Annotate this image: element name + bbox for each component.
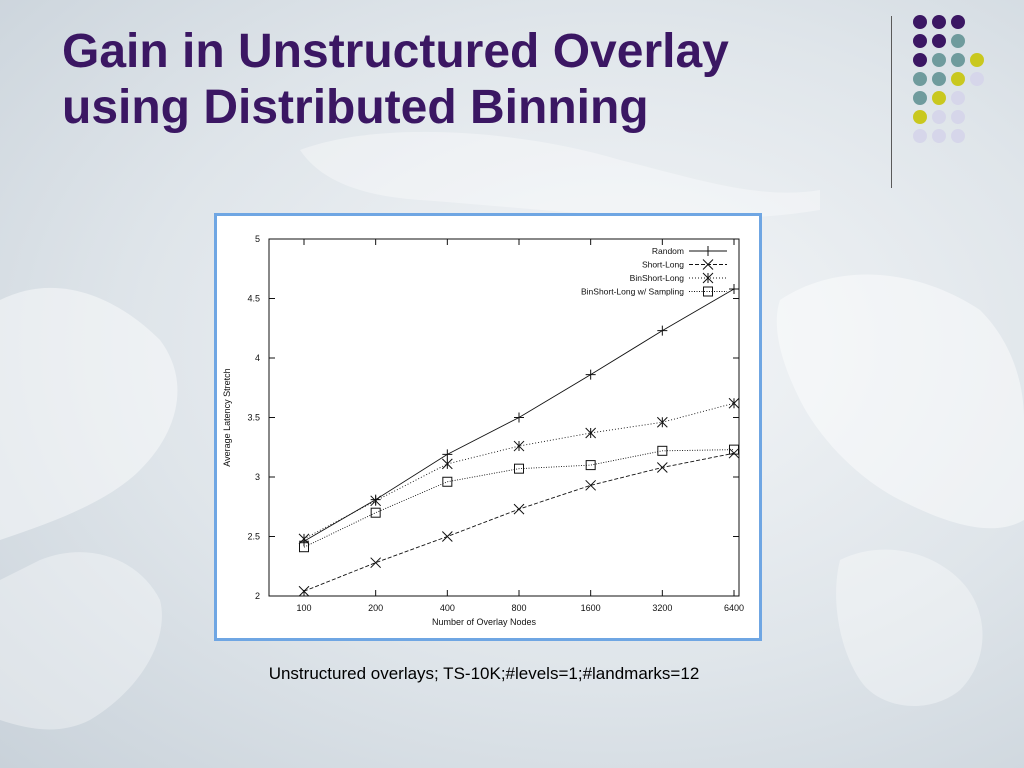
x-tick-label: 6400 — [724, 603, 744, 613]
y-tick-label: 3 — [255, 472, 260, 482]
decor-dot-teal — [913, 91, 927, 105]
legend-marker — [702, 272, 714, 284]
y-tick-label: 2 — [255, 591, 260, 601]
decor-dot-lavender — [951, 129, 965, 143]
y-axis-label: Average Latency Stretch — [222, 368, 232, 466]
data-point-short-long — [656, 462, 668, 473]
line-chart: 2 2.5 3 3.5 4 4.5 5 100 200 400 800 1600 3200 6400 Num… — [222, 234, 744, 627]
data-point-binshort-long — [585, 427, 597, 439]
x-tick-label: 3200 — [652, 603, 672, 613]
decor-dot-purple — [932, 15, 946, 29]
data-point-binshort-long-w-sampling — [370, 507, 381, 518]
legend-label: BinShort-Long — [630, 273, 685, 283]
decor-dot-teal — [932, 72, 946, 86]
data-point-binshort-long-w-sampling — [657, 445, 668, 456]
decor-dot-lavender — [951, 110, 965, 124]
data-point-binshort-long — [441, 458, 453, 470]
data-point-binshort-long-w-sampling — [514, 463, 524, 474]
data-point-random — [729, 283, 739, 294]
series-binshort-long — [298, 397, 740, 545]
slide-title-line-1: Gain in Unstructured Overlay — [62, 25, 729, 78]
decor-dot-lavender — [913, 129, 927, 143]
decor-dot-purple — [913, 53, 927, 67]
decor-dot-lavender — [932, 129, 946, 143]
legend-label: Random — [652, 246, 684, 256]
data-point-random — [442, 449, 453, 460]
data-point-binshort-long — [370, 495, 382, 507]
data-point-short-long — [298, 585, 310, 597]
series-line-short-long — [303, 452, 735, 592]
data-point-random — [657, 325, 668, 336]
decor-dot-purple — [932, 34, 946, 48]
y-tick-label: 3.5 — [247, 413, 260, 423]
data-point-short-long — [513, 503, 525, 515]
data-point-short-long — [441, 531, 453, 542]
decor-dot-purple — [913, 34, 927, 48]
x-tick-label: 200 — [368, 603, 383, 613]
data-point-binshort-long — [728, 397, 740, 409]
slide-title-line-2: using Distributed Binning — [62, 81, 649, 134]
y-tick-label: 2.5 — [247, 532, 260, 542]
decor-dot-yellow — [913, 110, 927, 124]
data-point-binshort-long-w-sampling — [299, 542, 309, 553]
decor-dot-yellow — [951, 72, 965, 86]
decor-dot-lavender — [951, 91, 965, 105]
data-point-short-long — [370, 557, 382, 569]
legend-marker — [703, 286, 713, 297]
x-tick-label: 100 — [296, 603, 311, 613]
decor-dot-purple — [913, 15, 927, 29]
data-point-binshort-long-w-sampling — [442, 476, 453, 487]
legend-marker — [702, 259, 714, 270]
y-tick-label: 4.5 — [247, 294, 260, 304]
decor-dot-yellow — [932, 91, 946, 105]
series-line-binshort-long — [303, 402, 735, 540]
y-tick-label: 4 — [255, 353, 260, 363]
decorative-dot-grid — [913, 15, 984, 143]
data-point-binshort-long-w-sampling — [729, 444, 739, 455]
data-point-random — [514, 412, 524, 423]
data-point-short-long — [585, 479, 597, 491]
x-tick-label: 400 — [440, 603, 455, 613]
slide-title: Gain in Unstructured Overlay using Distr… — [62, 24, 729, 136]
decor-dot-teal — [951, 53, 965, 67]
x-tick-label: 1600 — [581, 603, 601, 613]
decor-dot-yellow — [970, 53, 984, 67]
decor-dot-teal — [932, 53, 946, 67]
data-point-random — [585, 369, 596, 380]
decor-dot-purple — [951, 15, 965, 29]
chart-frame: 2 2.5 3 3.5 4 4.5 5 100 200 400 800 1600 3200 6400 Num… — [214, 213, 762, 641]
header-divider — [891, 16, 892, 188]
data-point-binshort-long-w-sampling — [585, 460, 596, 471]
decor-dot-teal — [951, 34, 965, 48]
legend-label: Short-Long — [642, 260, 684, 270]
data-point-short-long — [728, 447, 740, 459]
y-tick-label: 5 — [255, 234, 260, 244]
decor-dot-lavender — [970, 72, 984, 86]
decor-dot-lavender — [932, 110, 946, 124]
legend-label: BinShort-Long w/ Sampling — [581, 287, 684, 297]
legend-marker — [703, 246, 713, 256]
chart-caption: Unstructured overlays; TS-10K;#levels=1;… — [268, 664, 700, 683]
x-axis-label: Number of Overlay Nodes — [432, 617, 537, 627]
x-tick-label: 800 — [511, 603, 526, 613]
series-binshort-long-w-sampling — [299, 444, 739, 553]
series-line-binshort-long-w-sampling — [303, 449, 735, 548]
data-point-binshort-long — [656, 416, 668, 428]
data-point-binshort-long — [513, 440, 525, 452]
series-short-long — [298, 447, 740, 597]
series-random — [299, 283, 739, 547]
decor-dot-teal — [913, 72, 927, 86]
